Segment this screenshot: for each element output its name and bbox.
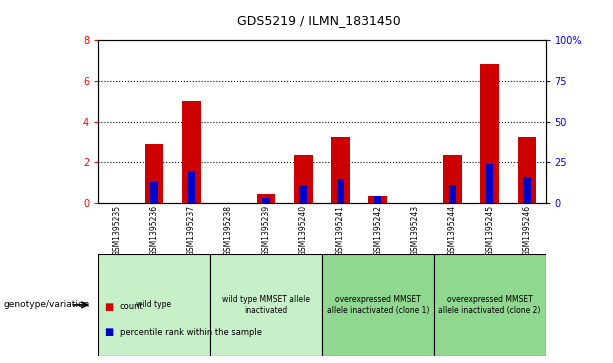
Bar (98, 254, 210, 356)
Bar (210, 254, 322, 356)
Bar (322, 254, 434, 356)
Bar (517, 137, 536, 203)
Text: wild type MMSET allele
inactivated: wild type MMSET allele inactivated (222, 295, 310, 315)
Bar (300, 185, 307, 203)
Text: count: count (120, 302, 143, 311)
Bar (481, 65, 499, 203)
Bar (368, 196, 387, 203)
Bar (145, 144, 163, 203)
Bar (443, 155, 462, 203)
Bar (486, 164, 493, 203)
Bar (337, 179, 345, 203)
Bar (449, 185, 456, 203)
Bar (182, 101, 200, 203)
Bar (331, 137, 350, 203)
Bar (188, 171, 195, 203)
Bar (150, 182, 158, 203)
Bar (524, 177, 531, 203)
Bar (434, 254, 546, 356)
Bar (262, 198, 270, 203)
Text: overexpressed MMSET
allele inactivated (clone 2): overexpressed MMSET allele inactivated (… (438, 295, 541, 315)
Text: ■: ■ (104, 302, 113, 312)
Bar (374, 196, 381, 203)
Text: overexpressed MMSET
allele inactivated (clone 1): overexpressed MMSET allele inactivated (… (327, 295, 429, 315)
Bar (257, 194, 275, 203)
Text: percentile rank within the sample: percentile rank within the sample (120, 328, 262, 337)
Text: GDS5219 / ILMN_1831450: GDS5219 / ILMN_1831450 (237, 15, 401, 28)
Text: genotype/variation: genotype/variation (3, 301, 89, 309)
Bar (294, 155, 313, 203)
Text: ■: ■ (104, 327, 113, 337)
Text: wild type: wild type (137, 301, 172, 309)
